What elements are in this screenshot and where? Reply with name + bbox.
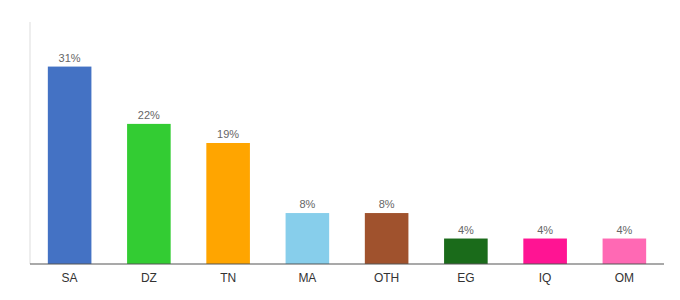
chart: 31% 22% 19% 8% 8% 4% 4% 4% SA DZ TN MA OTH EG IQ OM [0, 0, 680, 300]
x-tick-label: EG [457, 271, 474, 285]
bar [48, 67, 92, 264]
bar [603, 239, 647, 264]
bar [127, 124, 171, 264]
data-label: 31% [59, 52, 81, 64]
x-tick-label: OTH [374, 271, 399, 285]
x-tick-label: IQ [539, 271, 552, 285]
data-label: 22% [138, 109, 160, 121]
x-tick-label: OM [615, 271, 634, 285]
bars [48, 67, 646, 264]
bar [286, 213, 330, 264]
x-tick-label: TN [220, 271, 236, 285]
data-label: 8% [379, 198, 395, 210]
x-tick-label: DZ [141, 271, 157, 285]
y-axis [30, 22, 31, 264]
bar [365, 213, 409, 264]
x-axis [30, 263, 664, 264]
x-tick-label: SA [62, 271, 78, 285]
data-label: 4% [458, 224, 474, 236]
bar [444, 239, 488, 264]
chart-container: 31% 22% 19% 8% 8% 4% 4% 4% SA DZ TN MA OTH EG IQ OM [0, 0, 680, 300]
page: {"chart_data": {"type": "bar", "categori… [0, 0, 680, 300]
data-label: 4% [616, 224, 632, 236]
data-label: 19% [217, 128, 239, 140]
bar [523, 239, 567, 264]
bar [206, 143, 250, 264]
data-label: 4% [537, 224, 553, 236]
x-tick-label: MA [298, 271, 316, 285]
data-label: 8% [299, 198, 315, 210]
